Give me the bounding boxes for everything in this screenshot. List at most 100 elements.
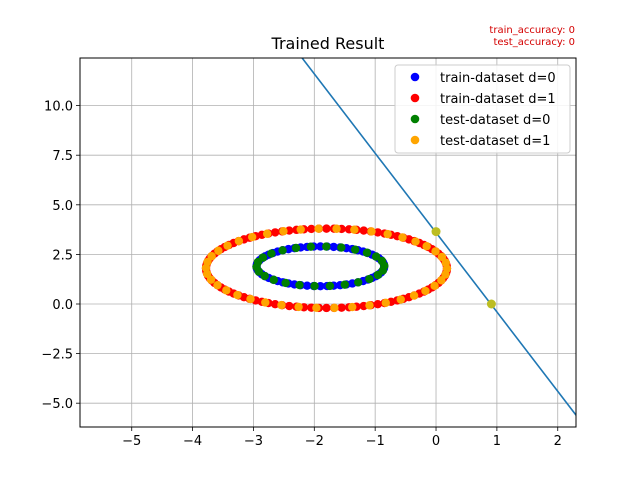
scatter-point (359, 226, 368, 235)
scatter-point (281, 278, 290, 288)
scatter-point (409, 291, 419, 300)
scatter-point (285, 301, 294, 311)
scatter-point (222, 286, 231, 295)
scatter-point (383, 229, 392, 239)
scatter-point (310, 281, 319, 291)
scatter-point (316, 281, 325, 291)
decision-boundary-line (301, 58, 576, 416)
scatter-point (234, 236, 244, 246)
scatter-point (207, 252, 216, 261)
scatter-point (362, 248, 372, 257)
y-tick-label: 2.5 (52, 248, 73, 263)
scatter-point (325, 281, 335, 291)
y-tick-label: 5.0 (52, 199, 73, 214)
scatter-point (371, 252, 381, 261)
scatter-point (247, 232, 257, 242)
x-tick-label: 1 (493, 434, 501, 449)
scatter-point (348, 302, 357, 312)
scatter-point (367, 227, 376, 236)
scatter-point (437, 276, 446, 285)
scatter-point (254, 267, 264, 276)
ticks: −5 −4 −3 −2 −1 0 1 2 −5.0 −2.5 0.0 2.5 5.0 7.5 10.0 (41, 100, 561, 449)
scatter-point (233, 290, 242, 300)
scatter-point (261, 298, 270, 307)
scatter-point (267, 249, 276, 258)
scatter-point (422, 242, 431, 251)
y-tick-label: −5.0 (41, 397, 73, 412)
scatter-point (398, 233, 407, 242)
scatter-point (354, 278, 363, 287)
series-4 (201, 224, 452, 313)
x-tick-label: −4 (183, 434, 202, 449)
scatter-point (302, 281, 312, 290)
scatter-point (337, 303, 346, 312)
scatter-point (278, 246, 287, 255)
scatter-point (421, 286, 430, 296)
scatter-point (330, 303, 339, 313)
scatter-point (306, 242, 316, 251)
scatter-point (332, 224, 341, 233)
scatter-point (373, 299, 382, 309)
x-tick-label: −5 (122, 434, 141, 449)
intercept-point (486, 299, 496, 309)
y-tick-label: −2.5 (41, 348, 73, 363)
scatter-point (270, 228, 280, 237)
legend-label: test-dataset d=1 (440, 134, 550, 149)
scatter-point (430, 281, 439, 291)
scatter-point (396, 295, 405, 304)
scatter-point (291, 243, 301, 253)
scatter-point (437, 252, 447, 262)
scatter-point (365, 301, 374, 310)
y-tick-label: 7.5 (52, 149, 73, 164)
scatter-point (312, 303, 321, 313)
x-tick-label: −1 (366, 434, 385, 449)
scatter-point (294, 302, 303, 312)
scatter-point (329, 242, 338, 252)
scatter-point (316, 242, 325, 251)
scatter-point (262, 229, 272, 238)
scatter-point (340, 280, 349, 289)
legend-marker (410, 93, 420, 103)
scatter-point (350, 245, 360, 254)
x-tick-label: 0 (432, 434, 440, 449)
legend-marker (410, 135, 420, 145)
test-accuracy-annotation: test_accuracy: 0 (493, 37, 575, 48)
scatter-point (223, 241, 232, 250)
scatter-point (270, 299, 280, 309)
scatter-point (411, 237, 420, 246)
y-tick-label: 0.0 (52, 298, 73, 313)
scatter-point (373, 228, 382, 237)
scatter-point (296, 225, 305, 234)
scatter-point (322, 242, 331, 251)
scatter-point (277, 300, 286, 310)
series-3 (252, 242, 389, 291)
scatter-point (246, 294, 255, 304)
scatter-point (337, 243, 346, 252)
scatter-point (279, 227, 288, 236)
scatter-point (377, 256, 387, 266)
x-tick-label: −2 (305, 434, 324, 449)
legend: train-dataset d=0 train-dataset d=1 test-d… (394, 64, 571, 154)
scatter-point (269, 275, 279, 285)
plot-data (201, 58, 576, 416)
legend-label: train-dataset d=1 (440, 92, 556, 107)
scatter-point (381, 298, 390, 308)
y-tick-label: 10.0 (44, 100, 73, 115)
x-tick-label: −3 (244, 434, 263, 449)
scatter-point (307, 224, 316, 234)
legend-label: test-dataset d=0 (440, 113, 550, 128)
legend-box (394, 64, 571, 154)
legend-label: train-dataset d=0 (440, 71, 556, 86)
train-accuracy-annotation: train_accuracy: 0 (489, 25, 575, 36)
scatter-point (350, 225, 359, 234)
legend-marker (410, 72, 420, 82)
scatter-point (365, 274, 374, 284)
x-tick-label: 2 (554, 434, 562, 449)
scatter-point (322, 224, 331, 233)
scatter-point (213, 280, 222, 290)
scatter-point (314, 224, 323, 233)
scatter-point (431, 247, 440, 256)
scatter-point (206, 275, 216, 284)
scatter-point (322, 303, 331, 313)
